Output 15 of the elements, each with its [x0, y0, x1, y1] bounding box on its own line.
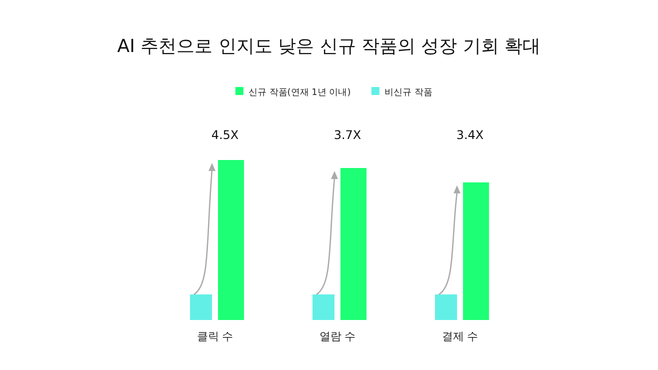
bar: [218, 160, 244, 320]
x-tick-label: 결제 수: [442, 330, 478, 343]
x-tick-label: 열람 수: [319, 330, 356, 343]
text: 4.5X: [211, 128, 239, 142]
bar: [463, 182, 489, 320]
bar: [190, 294, 212, 320]
chart-title: AI 추천으로 인지도 낮은 신규 작품의 성장 기회 확대: [117, 36, 541, 57]
x-tick-label: 클릭 수: [196, 330, 234, 343]
bar: [435, 294, 457, 320]
text: 3.7X: [334, 128, 362, 142]
bar: [340, 168, 366, 320]
bar: [312, 294, 334, 320]
legend-label: 비신규 작품: [384, 88, 432, 98]
text: 3.4X: [456, 128, 484, 142]
legend-label: 신규 작품(연재 1년 이내): [248, 88, 351, 98]
